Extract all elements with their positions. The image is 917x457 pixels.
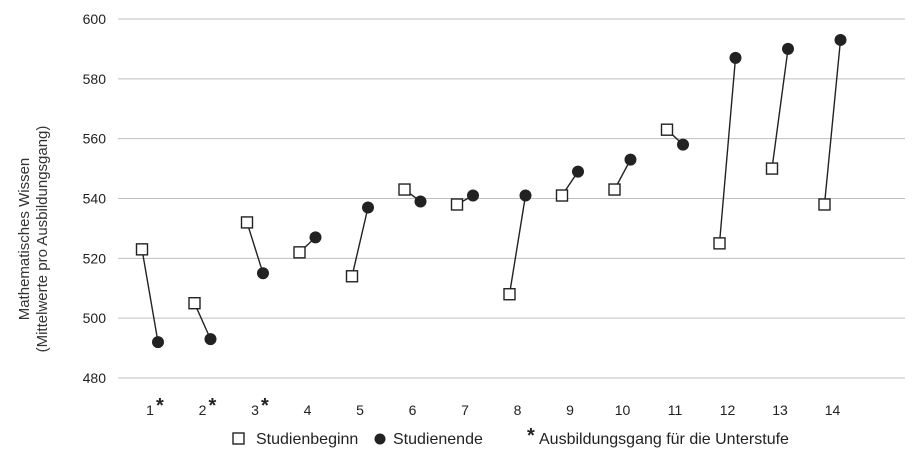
legend-note-text: Ausbildungsgang für die Unterstufe [539, 431, 789, 448]
legend: Studienbeginn Studienende * Ausbildungsg… [232, 425, 789, 448]
x-tick-label-11: 11 [668, 402, 683, 418]
x-tick-label-3: 3 [251, 402, 259, 418]
connector-14 [823, 39, 842, 205]
legend-circle-marker [374, 433, 386, 445]
connector-5 [351, 207, 369, 277]
y-tick-label-580: 580 [83, 71, 107, 87]
x-tick-asterisk-1: * [156, 395, 164, 417]
studienbeginn-marker-13 [765, 162, 779, 175]
studienende-marker-14 [834, 33, 847, 46]
legend-label-studienende: Studienende [393, 431, 483, 448]
connector-8 [508, 195, 527, 295]
studienende-marker-8 [519, 189, 532, 202]
legend-label-studienbeginn: Studienbeginn [256, 431, 358, 448]
connector-3 [246, 222, 264, 274]
y-axis-subtitle: (Mittelwerte pro Ausbildungsgang) [34, 126, 51, 353]
y-tick-label-540: 540 [83, 191, 107, 207]
connector-12 [718, 57, 737, 244]
x-tick-label-2: 2 [199, 402, 207, 418]
x-tick-label-4: 4 [304, 402, 312, 418]
x-tick-label-14: 14 [825, 402, 841, 418]
x-tick-label-9: 9 [566, 402, 574, 418]
studienbeginn-marker-2 [188, 297, 201, 310]
x-tick-label-5: 5 [356, 402, 364, 418]
studienbeginn-marker-11 [660, 123, 674, 136]
studienbeginn-marker-8 [503, 288, 516, 301]
studienbeginn-marker-6 [398, 183, 411, 196]
legend-square-marker [232, 432, 245, 445]
studienende-marker-11 [677, 138, 689, 151]
connector-lines [141, 39, 842, 343]
studienbeginn-marker-4 [293, 246, 306, 259]
x-tick-labels: 1 * 2 * 3 * 4 5 6 7 8 9 10 11 12 13 14 [146, 395, 840, 418]
studienende-marker-6 [414, 195, 427, 208]
x-tick-label-12: 12 [720, 402, 736, 418]
connector-13 [771, 48, 789, 169]
grid-layer [118, 18, 905, 379]
studienbeginn-marker-5 [345, 270, 359, 283]
studienbeginn-marker-14 [818, 198, 831, 211]
studienende-marker-13 [782, 42, 794, 55]
y-tick-label-480: 480 [83, 370, 107, 386]
y-tick-labels: 480 500 520 540 560 580 600 [83, 11, 107, 386]
y-tick-label-520: 520 [83, 250, 107, 266]
studienende-marker-1 [152, 336, 164, 349]
studienende-marker-4 [309, 231, 322, 244]
x-tick-label-8: 8 [514, 402, 522, 418]
y-tick-label-600: 600 [83, 11, 107, 27]
y-axis-title: Mathematisches Wissen [16, 158, 33, 321]
studienende-marker-7 [467, 189, 479, 202]
x-tick-label-7: 7 [461, 402, 469, 418]
studienbeginn-marker-10 [608, 183, 621, 196]
studienende-marker-3 [257, 267, 269, 280]
connector-1 [141, 249, 159, 343]
studienende-marker-10 [624, 153, 637, 166]
studienende-marker-12 [729, 51, 742, 64]
studienende-marker-2 [204, 333, 217, 346]
studienbeginn-marker-9 [555, 189, 569, 202]
x-tick-label-10: 10 [615, 402, 631, 418]
y-tick-label-500: 500 [83, 310, 107, 326]
x-tick-label-1: 1 [146, 402, 154, 418]
studienende-marker-9 [572, 165, 584, 178]
x-tick-label-13: 13 [772, 402, 788, 418]
studienbeginn-marker-12 [713, 237, 726, 250]
x-tick-asterisk-2: * [209, 395, 217, 417]
x-tick-asterisk-3: * [261, 395, 269, 417]
markers [135, 33, 847, 349]
studienbeginn-marker-7 [450, 198, 464, 211]
legend-note-asterisk: * [527, 425, 535, 447]
studienbeginn-marker-3 [240, 216, 254, 229]
studienbeginn-marker-1 [135, 243, 149, 256]
studienende-marker-5 [362, 201, 374, 214]
x-tick-label-6: 6 [409, 402, 417, 418]
y-tick-label-560: 560 [83, 131, 107, 147]
